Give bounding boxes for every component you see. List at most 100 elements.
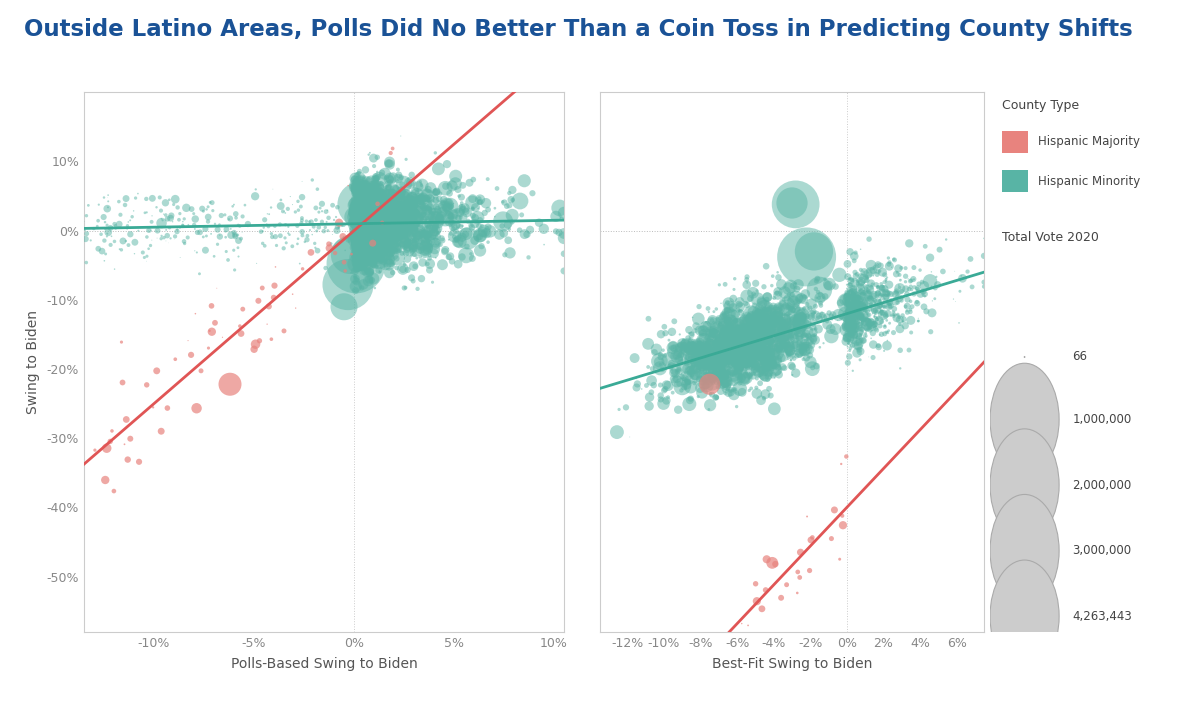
Point [901,315,920,326]
Point [784,305,803,316]
Point [893,316,912,327]
Point [348,211,367,222]
Point [727,334,746,345]
Point [371,239,390,250]
Point [800,302,820,314]
Point [348,172,367,183]
Point [347,230,366,241]
Point [674,351,694,363]
Point [851,312,870,323]
Point [371,235,390,246]
Point [731,346,750,358]
Point [346,213,365,224]
Point [347,258,366,270]
Point [760,325,779,337]
Point [374,213,394,224]
Point [755,322,774,333]
Point [746,339,766,351]
Point [317,216,336,227]
Point [712,349,731,361]
Point [706,324,725,336]
Point [774,337,793,349]
Point [383,207,402,219]
Point [382,217,401,228]
Point [355,194,374,205]
Point [374,226,394,238]
Point [348,202,367,213]
Point [361,266,380,277]
Point [781,321,800,332]
Point [392,197,412,208]
Point [737,342,756,354]
Point [352,220,371,231]
Point [376,185,395,196]
Point [736,329,755,340]
Point [132,222,151,233]
Point [391,131,410,142]
Point [403,275,422,287]
Point [779,283,798,295]
Point [858,285,877,296]
Point [358,253,377,264]
Point [370,222,389,233]
Point [772,325,791,337]
Point [880,301,899,312]
Point [370,234,389,245]
Point [811,297,830,309]
Point [721,352,740,364]
Point [346,217,365,228]
Point [846,299,865,310]
Point [427,209,446,221]
Point [245,344,264,355]
Point [372,197,391,209]
Point [373,207,392,218]
Point [358,208,377,219]
Point [494,228,514,239]
Point [782,301,802,312]
Point [763,305,782,316]
Point [710,363,730,374]
Point [356,211,376,222]
Point [349,232,368,244]
Point [469,232,488,244]
Point [713,369,732,381]
Point [360,200,379,212]
Point [169,214,188,225]
Point [326,212,346,223]
Point [710,317,730,328]
Point [346,236,365,247]
Point [418,212,437,224]
Point [366,252,385,263]
Point [352,199,371,210]
Point [359,224,378,236]
Point [709,359,728,371]
Point [347,253,366,264]
Point [697,380,716,391]
Point [714,346,733,358]
Point [890,275,910,286]
Point [757,336,776,347]
Point [880,256,899,268]
Point [635,697,654,709]
Point [854,288,874,299]
Point [710,356,730,367]
Point [389,227,408,239]
Point [362,275,382,286]
Point [758,351,778,362]
Point [470,245,490,256]
Point [379,214,398,226]
Point [730,364,749,375]
Point [415,248,434,259]
Point [354,236,373,247]
Point [382,207,401,218]
Point [706,354,725,365]
Point [731,377,750,388]
Point [404,235,424,246]
Point [726,384,745,395]
Point [662,364,682,375]
Point [864,265,883,276]
Point [380,190,400,202]
Point [352,239,371,251]
Point [786,317,805,329]
Point [368,227,388,239]
